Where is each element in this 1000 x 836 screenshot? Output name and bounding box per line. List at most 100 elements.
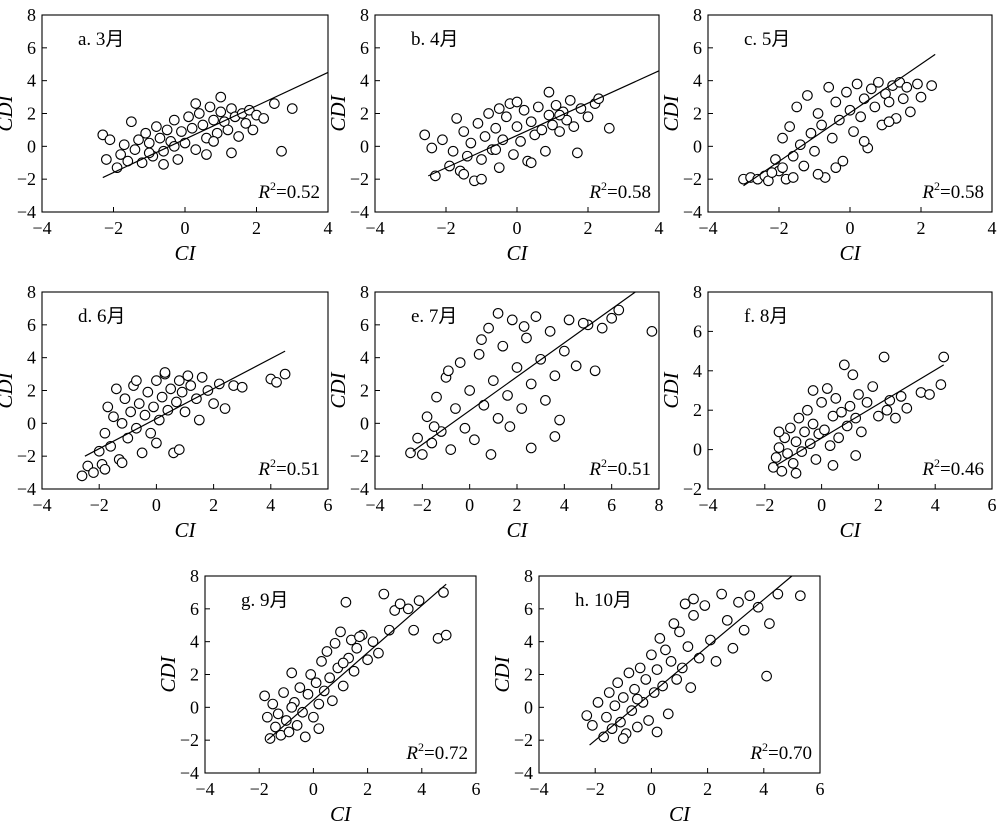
data-point: [912, 78, 923, 90]
y-tick-label: 2: [27, 104, 36, 124]
y-tick-label: 4: [190, 632, 199, 652]
data-point: [721, 614, 733, 626]
data-point: [549, 431, 561, 442]
data-point: [802, 404, 813, 416]
panel-title: h. 10月: [575, 590, 632, 611]
data-point: [785, 422, 796, 434]
data-point: [544, 326, 556, 337]
y-tick-label: 4: [27, 71, 36, 91]
data-point: [787, 150, 799, 162]
data-point: [145, 427, 157, 439]
data-point: [790, 467, 802, 479]
data-point: [791, 101, 803, 113]
data-point: [679, 598, 691, 610]
data-point: [151, 121, 162, 132]
r-symbol: R: [921, 459, 934, 480]
data-point: [506, 314, 518, 326]
data-point: [651, 664, 663, 675]
data-point: [606, 723, 618, 735]
data-point: [186, 122, 198, 134]
x-tick-label: 2: [874, 495, 883, 515]
data-point: [867, 381, 879, 392]
x-tick-label: −2: [769, 218, 788, 238]
data-point: [821, 383, 833, 394]
y-tick-label: 6: [360, 38, 369, 58]
x-tick-label: −2: [413, 495, 432, 515]
data-point: [472, 117, 484, 129]
data-point: [247, 124, 259, 136]
x-tick-label: −4: [32, 218, 51, 238]
y-tick-label: 8: [524, 566, 533, 586]
data-point: [447, 145, 459, 157]
data-point: [476, 173, 487, 185]
data-point: [473, 349, 485, 360]
r-squared-label: R2=0.70: [749, 740, 812, 764]
data-point: [623, 667, 635, 679]
y-axis-label: CDI: [326, 94, 350, 131]
data-point: [617, 733, 629, 744]
regression-line: [589, 575, 793, 746]
y-tick-label: 6: [27, 315, 36, 335]
y-tick-label: 0: [27, 413, 36, 433]
regression-line: [743, 53, 936, 187]
data-point: [367, 636, 379, 648]
data-point: [603, 122, 615, 134]
data-point: [554, 414, 565, 426]
data-point: [841, 86, 852, 98]
data-point: [173, 444, 185, 455]
y-axis-label: CDI: [0, 94, 17, 131]
data-point: [158, 159, 169, 170]
data-point: [99, 463, 111, 475]
panel-title: a. 3月: [78, 29, 124, 50]
r-superscript: 2: [270, 179, 276, 193]
x-tick-label: 2: [703, 779, 712, 799]
data-point: [809, 145, 820, 157]
data-point: [536, 124, 548, 136]
x-tick-label: 2: [252, 218, 261, 238]
data-point: [810, 454, 822, 465]
data-point: [570, 360, 582, 372]
data-point: [502, 390, 513, 401]
data-point: [490, 122, 502, 134]
data-point: [915, 91, 927, 103]
y-tick-label: 2: [190, 665, 199, 685]
data-point: [508, 149, 519, 160]
data-point: [827, 410, 839, 422]
data-point: [685, 682, 697, 693]
r-symbol: R: [588, 459, 601, 480]
data-point: [540, 395, 551, 406]
data-point: [196, 372, 208, 383]
data-point: [738, 624, 750, 636]
data-point: [699, 600, 711, 611]
x-tick-label: 0: [647, 779, 656, 799]
data-point: [118, 139, 130, 151]
data-point: [587, 720, 598, 731]
y-tick-label: 2: [693, 104, 702, 124]
y-tick-label: −2: [17, 446, 36, 466]
x-tick-label: 4: [560, 495, 569, 515]
x-tick-label: 4: [324, 218, 333, 238]
data-point: [904, 106, 916, 118]
data-point: [168, 114, 180, 126]
data-point: [848, 126, 859, 137]
data-point: [76, 470, 88, 482]
data-point: [159, 367, 171, 378]
data-point: [824, 440, 836, 452]
data-point: [651, 726, 663, 738]
panel-title: g. 9月: [241, 590, 289, 611]
data-point: [348, 665, 360, 677]
data-point: [148, 401, 159, 413]
data-point: [819, 424, 830, 436]
data-point: [443, 365, 454, 377]
data-point: [269, 98, 280, 109]
data-point: [458, 126, 470, 137]
data-point: [901, 81, 913, 93]
r-squared-value: =0.52: [276, 182, 320, 203]
data-point: [890, 412, 901, 424]
data-point: [833, 432, 844, 444]
data-point: [354, 631, 365, 643]
x-tick-label: −4: [32, 495, 51, 515]
data-point: [525, 442, 537, 454]
